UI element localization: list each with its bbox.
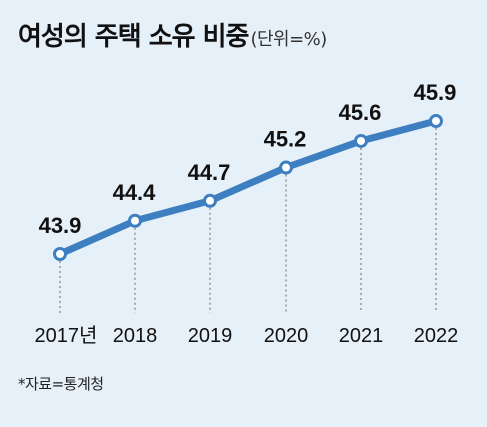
x-tick-label-0: 2017년: [35, 324, 98, 347]
x-tick-label-3: 2020: [264, 325, 309, 347]
x-tick-label-4: 2021: [339, 325, 384, 347]
chart-title: 여성의 주택 소유 비중 (단위=%): [18, 20, 327, 57]
value-label-0: 43.9: [39, 213, 82, 238]
value-label-2: 44.7: [188, 160, 231, 185]
chart-unit: (단위=%): [250, 29, 327, 50]
value-label-1: 44.4: [113, 180, 157, 205]
data-point-3: [279, 160, 293, 175]
source-note: *자료=통계청: [18, 375, 104, 393]
data-point-4: [354, 133, 368, 148]
series-line: [56, 117, 440, 258]
value-label-3: 45.2: [264, 127, 307, 152]
data-point-5: [429, 114, 443, 128]
x-tick-label-2: 2019: [188, 325, 233, 347]
data-point-1: [128, 213, 142, 228]
chart-title-text: 여성의 주택 소유 비중: [18, 22, 249, 52]
x-tick-label-5: 2022: [414, 325, 459, 347]
value-label-5: 45.9: [414, 80, 457, 105]
data-point-2: [203, 193, 217, 208]
value-label-4: 45.6: [339, 100, 382, 125]
x-tick-label-1: 2018: [113, 325, 158, 347]
data-point-0: [53, 247, 67, 261]
